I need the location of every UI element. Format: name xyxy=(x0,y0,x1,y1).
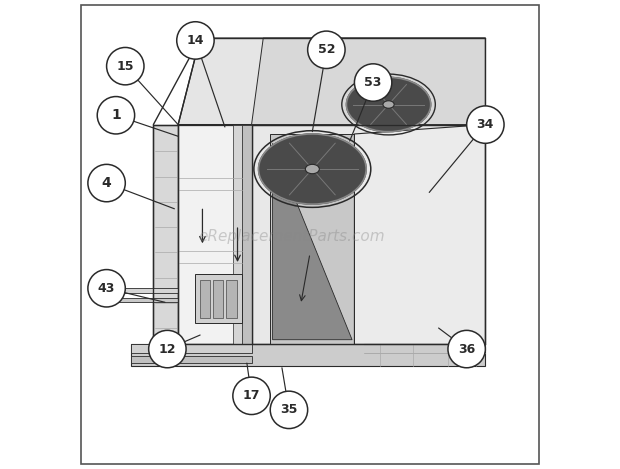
Polygon shape xyxy=(153,125,178,344)
Ellipse shape xyxy=(305,164,319,174)
Text: 43: 43 xyxy=(98,282,115,295)
Polygon shape xyxy=(131,356,252,363)
Polygon shape xyxy=(107,288,178,293)
Polygon shape xyxy=(242,125,252,344)
Polygon shape xyxy=(355,125,485,344)
Polygon shape xyxy=(105,285,111,306)
Text: 52: 52 xyxy=(317,43,335,56)
Text: 14: 14 xyxy=(187,34,204,47)
Circle shape xyxy=(107,47,144,85)
Polygon shape xyxy=(107,298,178,303)
Polygon shape xyxy=(273,144,352,340)
Text: 15: 15 xyxy=(117,60,134,73)
Ellipse shape xyxy=(259,134,366,204)
Circle shape xyxy=(467,106,504,144)
Text: 53: 53 xyxy=(365,76,382,89)
Text: 36: 36 xyxy=(458,342,476,356)
Polygon shape xyxy=(131,344,485,366)
Ellipse shape xyxy=(383,101,394,108)
Polygon shape xyxy=(252,38,485,125)
Polygon shape xyxy=(131,344,252,353)
Text: 34: 34 xyxy=(477,118,494,131)
Text: 17: 17 xyxy=(243,389,260,402)
Text: 12: 12 xyxy=(159,342,176,356)
Circle shape xyxy=(355,64,392,101)
Text: 35: 35 xyxy=(280,403,298,416)
Polygon shape xyxy=(270,134,355,344)
Ellipse shape xyxy=(347,77,431,132)
Polygon shape xyxy=(226,280,237,318)
Circle shape xyxy=(308,31,345,68)
Polygon shape xyxy=(233,125,242,344)
Polygon shape xyxy=(195,274,242,323)
Circle shape xyxy=(448,330,485,368)
Polygon shape xyxy=(178,38,485,125)
Circle shape xyxy=(177,22,214,59)
Polygon shape xyxy=(200,280,210,318)
Circle shape xyxy=(97,97,135,134)
Polygon shape xyxy=(252,125,485,344)
Circle shape xyxy=(88,270,125,307)
Polygon shape xyxy=(178,125,252,344)
Circle shape xyxy=(233,377,270,415)
Text: 1: 1 xyxy=(111,108,121,122)
Polygon shape xyxy=(213,280,223,318)
Circle shape xyxy=(270,391,308,429)
Circle shape xyxy=(149,330,186,368)
Text: eReplacementParts.com: eReplacementParts.com xyxy=(198,229,384,244)
Text: 4: 4 xyxy=(102,176,112,190)
Circle shape xyxy=(88,164,125,202)
